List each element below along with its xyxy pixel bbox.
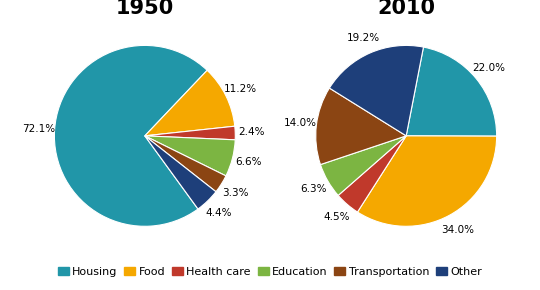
Text: 14.0%: 14.0% [284, 118, 316, 128]
Wedge shape [145, 136, 226, 192]
Text: 72.1%: 72.1% [22, 124, 55, 134]
Text: 2.4%: 2.4% [238, 128, 265, 137]
Title: 1950: 1950 [116, 0, 174, 19]
Wedge shape [406, 47, 497, 136]
Title: 2010: 2010 [377, 0, 435, 19]
Legend: Housing, Food, Health care, Education, Transportation, Other: Housing, Food, Health care, Education, T… [53, 263, 487, 282]
Text: 19.2%: 19.2% [347, 33, 380, 43]
Wedge shape [55, 46, 207, 226]
Wedge shape [357, 136, 497, 226]
Text: 4.4%: 4.4% [206, 208, 232, 218]
Wedge shape [145, 70, 235, 136]
Wedge shape [145, 136, 216, 209]
Wedge shape [145, 126, 235, 140]
Text: 34.0%: 34.0% [441, 224, 474, 235]
Text: 6.6%: 6.6% [235, 157, 261, 167]
Text: 6.3%: 6.3% [300, 184, 327, 194]
Text: 4.5%: 4.5% [323, 212, 350, 222]
Wedge shape [329, 46, 423, 136]
Wedge shape [145, 136, 235, 176]
Wedge shape [316, 88, 406, 165]
Wedge shape [338, 136, 406, 212]
Text: 3.3%: 3.3% [222, 188, 248, 198]
Wedge shape [320, 136, 406, 195]
Text: 22.0%: 22.0% [472, 63, 505, 73]
Text: 11.2%: 11.2% [224, 84, 257, 94]
